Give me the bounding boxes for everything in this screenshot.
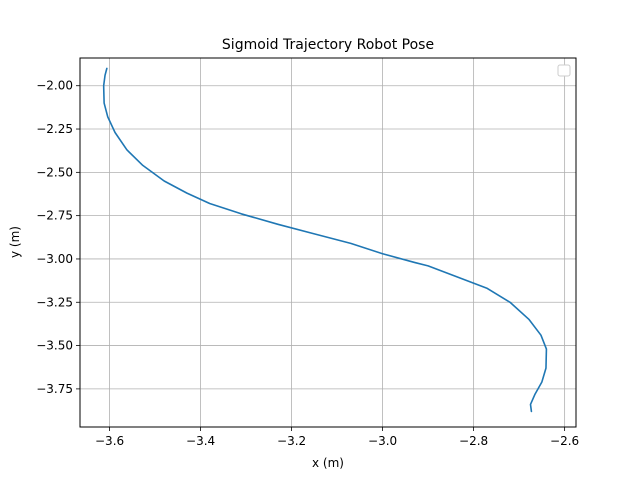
x-axis-label: x (m) bbox=[312, 456, 344, 470]
x-tick-label: −2.6 bbox=[550, 434, 579, 448]
x-tick-label: −3.0 bbox=[368, 434, 397, 448]
y-tick-label: −2.00 bbox=[36, 79, 73, 93]
y-axis-label: y (m) bbox=[8, 226, 22, 258]
x-tick-label: −2.8 bbox=[459, 434, 488, 448]
series-layer bbox=[102, 67, 548, 413]
legend bbox=[557, 64, 571, 77]
y-tick-label: −2.25 bbox=[36, 122, 73, 136]
x-tick-label: −3.6 bbox=[95, 434, 124, 448]
y-tick-label: −3.75 bbox=[36, 382, 73, 396]
y-tick-label: −3.25 bbox=[36, 295, 73, 309]
ticks: −3.6 −3.4 −3.2 −3.0 −2.8 −2.6 −2.00 −2.25 −2.50 −… bbox=[36, 79, 579, 448]
legend-box bbox=[557, 64, 571, 77]
x-tick-label: −3.2 bbox=[277, 434, 306, 448]
y-tick-label: −2.75 bbox=[36, 209, 73, 223]
y-tick-label: −3.50 bbox=[36, 339, 73, 353]
grid bbox=[80, 58, 576, 427]
axes-frame bbox=[79, 57, 577, 428]
y-tick-label: −2.50 bbox=[36, 165, 73, 179]
chart-title: Sigmoid Trajectory Robot Pose bbox=[222, 37, 434, 53]
trajectory-line bbox=[102, 67, 548, 413]
x-tick-label: −3.4 bbox=[186, 434, 215, 448]
plot-area bbox=[80, 58, 576, 427]
y-tick-label: −3.00 bbox=[36, 252, 73, 266]
